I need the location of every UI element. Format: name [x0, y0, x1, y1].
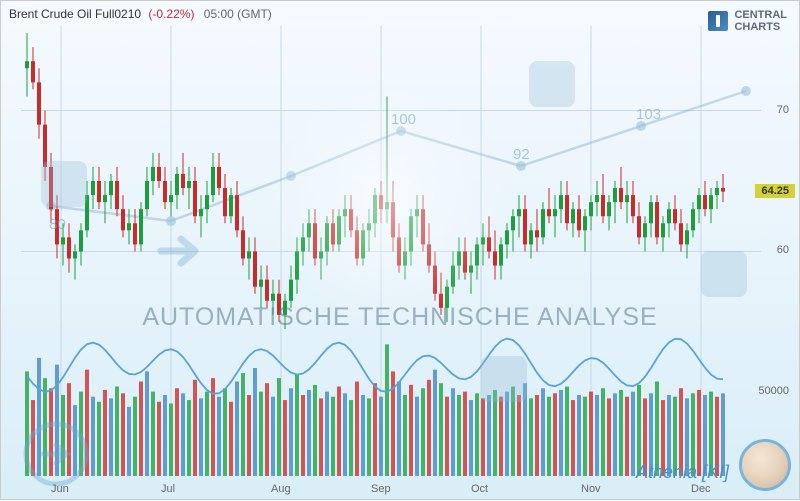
y-axis-tick: 60 [777, 244, 789, 256]
athenia-label: Athenia [KI] [636, 462, 729, 483]
x-axis-tick: Jul [161, 483, 175, 495]
x-axis-tick: Sep [371, 483, 391, 495]
bg-icon-2 [529, 61, 575, 107]
timestamp: 05:00 (GMT) [204, 7, 272, 21]
volume-tick: 50000 [758, 385, 789, 397]
x-axis-tick: Oct [471, 483, 488, 495]
bg-arrow [151, 221, 211, 281]
x-axis-tick: Nov [581, 483, 601, 495]
avatar[interactable] [739, 439, 791, 491]
bg-value-label: 100 [391, 111, 416, 128]
bg-value-label: 80 [49, 216, 66, 233]
bg-glow [266, 86, 506, 326]
price-change: (-0.22%) [148, 7, 194, 21]
bg-icon-1 [41, 161, 87, 207]
chart-header: Brent Crude Oil Full0210 (-0.22%) 05:00 … [9, 7, 272, 21]
bg-icon-4 [481, 356, 527, 402]
watermark-text: AUTOMATISCHE TECHNISCHE ANALYSE [1, 303, 799, 332]
current-price-label: 64.25 [755, 184, 795, 198]
y-axis-tick: 70 [777, 104, 789, 116]
x-axis-tick: Dec [691, 483, 711, 495]
bg-icon-3 [701, 251, 747, 297]
logo-icon [708, 11, 728, 31]
x-axis-tick: Jun [51, 483, 69, 495]
bg-value-label: 103 [636, 106, 661, 123]
bg-arrow-2 [21, 419, 91, 489]
bg-value-label: 92 [513, 146, 530, 163]
logo[interactable]: CENTRALCHARTS [708, 9, 787, 33]
symbol-name: Brent Crude Oil Full0210 [9, 7, 141, 21]
x-axis-tick: Aug [271, 483, 291, 495]
logo-text: CENTRALCHARTS [734, 9, 787, 33]
chart-container: Brent Crude Oil Full0210 (-0.22%) 05:00 … [0, 0, 800, 500]
